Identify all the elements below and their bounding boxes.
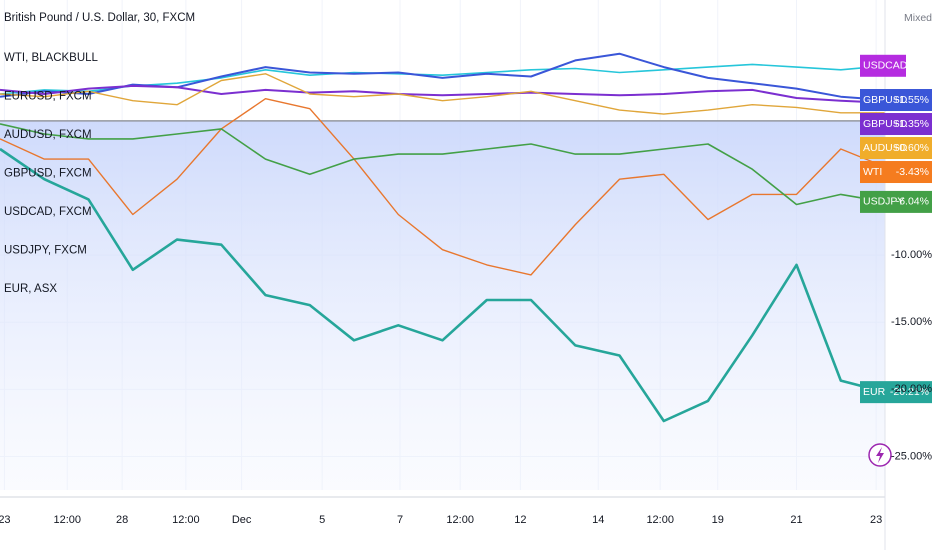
- series-line: [0, 98, 886, 276]
- end-label-box: [860, 137, 932, 160]
- end-label-box: [860, 54, 906, 77]
- series-line: [0, 73, 885, 115]
- end-label-name: EUR: [863, 386, 886, 398]
- end-label: USDCAD: [860, 54, 908, 77]
- scale-mode: Mixed: [904, 12, 932, 24]
- x-tick-label: 12: [514, 514, 526, 526]
- series-line: [0, 123, 886, 206]
- end-label: EUR -20.21%: [860, 381, 932, 404]
- baseline-fill: [0, 120, 885, 491]
- series-line: [0, 52, 886, 101]
- end-label-value: +1.35%: [893, 118, 929, 130]
- end-label-name: WTI: [863, 166, 882, 178]
- y-tick-label: -10.00%: [891, 249, 932, 261]
- end-label: GBPUSD+1.55%: [860, 89, 932, 112]
- x-tick-label: 14: [592, 514, 604, 526]
- x-tick-label: 5: [319, 514, 325, 526]
- x-tick-label: 12:00: [53, 514, 81, 526]
- x-tick-label: 12:00: [172, 514, 200, 526]
- end-labels: USDCADGBPUSD+1.55%GBPUSD+1.35%AUDUSD+0.6…: [860, 54, 932, 404]
- series-line: [0, 147, 886, 423]
- end-label: GBPUSD+1.35%: [860, 113, 932, 136]
- legend-item: USDCAD, FXCM: [4, 206, 92, 218]
- legend-item: EURUSD, FXCM: [4, 91, 92, 103]
- end-label: AUDUSD+0.60%: [860, 137, 932, 160]
- legend-item: WTI, BLACKBULL: [4, 52, 99, 64]
- x-tick-label: 12:00: [446, 514, 474, 526]
- y-tick-label: -20.00%: [891, 383, 932, 395]
- end-label-name: AUDUSD: [863, 142, 908, 154]
- y-tick-label: -25.00%: [891, 450, 932, 462]
- end-label-value: +1.55%: [893, 94, 929, 106]
- x-tick-label: 19: [712, 514, 724, 526]
- legend-item: GBPUSD, FXCM: [4, 168, 92, 180]
- end-label-value: -3.43%: [896, 166, 929, 178]
- lightning-icon[interactable]: [868, 443, 892, 467]
- end-label: USDJPY-6.04%: [860, 190, 932, 213]
- end-label: WTI -3.43%: [860, 161, 932, 184]
- x-tick-label: 12:00: [646, 514, 674, 526]
- end-label-box: [860, 381, 932, 404]
- x-tick-label: 28: [116, 514, 128, 526]
- y-tick-label: -15.00%: [891, 316, 932, 328]
- end-label-value: -6.04%: [896, 196, 929, 208]
- x-tick-label: 23: [0, 514, 11, 526]
- legend: British Pound / U.S. Dollar, 30, FXCM WT…: [4, 12, 195, 295]
- x-tick-label: 21: [790, 514, 802, 526]
- x-tick-label: 7: [397, 514, 403, 526]
- end-label-value: +0.60%: [893, 142, 929, 154]
- end-label-box: [860, 161, 932, 184]
- legend-item: EUR, ASX: [4, 283, 57, 295]
- legend-item: USDJPY, FXCM: [4, 245, 87, 257]
- legend-item: AUDUSD, FXCM: [4, 129, 92, 141]
- x-tick-label: 23: [870, 514, 882, 526]
- end-label-name: GBPUSD: [863, 118, 908, 130]
- end-label-name: GBPUSD: [863, 94, 908, 106]
- end-label-box: [860, 89, 932, 112]
- chart-title: British Pound / U.S. Dollar, 30, FXCM: [4, 12, 195, 24]
- end-label-box: [860, 113, 932, 136]
- end-label-value: -20.21%: [890, 386, 929, 398]
- series-line: [0, 84, 886, 104]
- series-lines: [0, 52, 886, 423]
- end-label-box: [860, 190, 932, 213]
- end-label-name: USDCAD: [863, 60, 908, 72]
- end-label-name: USDJPY: [863, 196, 904, 208]
- x-tick-label: Dec: [232, 514, 252, 526]
